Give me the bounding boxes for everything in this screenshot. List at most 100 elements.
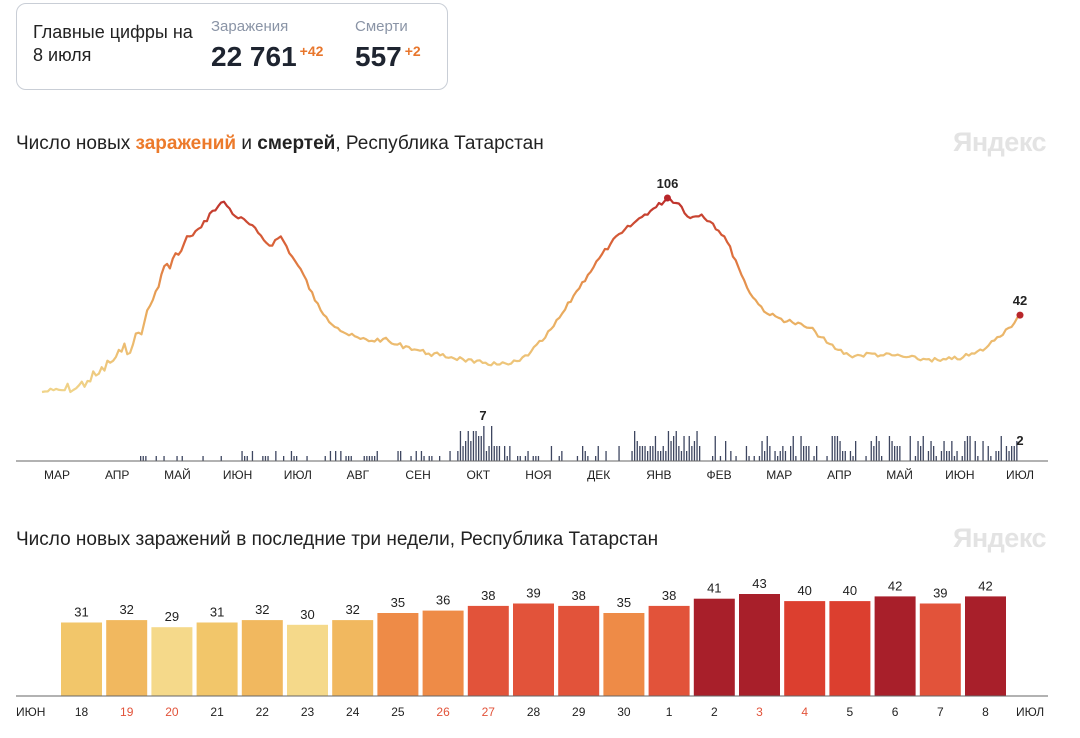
deaths-bar (896, 446, 898, 461)
deaths-bar (951, 441, 953, 461)
deaths-bar (345, 456, 347, 461)
deaths-bar (296, 456, 298, 461)
bar-month-start: ИЮН (16, 705, 45, 719)
deaths-bar (816, 446, 818, 461)
bar (287, 624, 328, 696)
deaths-bar (831, 436, 833, 461)
deaths-bar (753, 456, 755, 461)
deaths-bar (176, 456, 178, 461)
deaths-bar (714, 436, 716, 461)
bar-category-label: 24 (346, 705, 360, 719)
bar-value-label: 32 (345, 602, 359, 617)
deaths-bar (948, 451, 950, 461)
deaths-bar (777, 456, 779, 461)
cases-label: Заражения (211, 18, 289, 35)
month-tick-label: ИЮН (223, 468, 252, 482)
deaths-bar (181, 456, 183, 461)
deaths-bar (865, 456, 867, 461)
deaths-bar (956, 451, 958, 461)
deaths-bar (264, 456, 267, 461)
deaths-bar (888, 436, 891, 461)
deaths-bar (943, 441, 945, 461)
deaths-bar (673, 436, 675, 461)
deaths-bar (340, 451, 342, 461)
deaths-bar (576, 456, 579, 461)
deaths-bar (647, 451, 649, 461)
deaths-bar (730, 451, 732, 461)
month-tick-label: ИЮЛ (1006, 468, 1034, 482)
deaths-bar (519, 456, 521, 461)
bar (965, 596, 1006, 696)
deaths-bar (558, 456, 560, 461)
month-tick-label: ИЮЛ (284, 468, 312, 482)
month-tick-label: АВГ (347, 468, 370, 482)
bar-category-label: 22 (256, 705, 270, 719)
bar-value-label: 35 (617, 595, 631, 610)
deaths-bar (561, 451, 563, 461)
deaths-bar (582, 446, 584, 461)
deaths-bar (163, 456, 165, 461)
deaths-bar (275, 451, 277, 461)
deaths-bar (283, 456, 285, 461)
deaths-bar (813, 456, 815, 461)
deaths-bar (855, 441, 857, 461)
deaths-bar (795, 456, 797, 461)
deaths-bar (246, 456, 248, 461)
month-tick-label: МАЙ (886, 467, 913, 482)
deaths-bar (329, 451, 332, 461)
cases-metric: Заражения 22 761 +42 (211, 18, 323, 73)
month-tick-label: ФЕВ (707, 468, 732, 482)
deaths-bar (725, 441, 727, 461)
bar-category-label: 2 (711, 705, 718, 719)
month-tick-label: МАЙ (164, 467, 191, 482)
bar-value-label: 38 (571, 588, 585, 603)
deaths-bar (712, 456, 714, 461)
deaths-bar (145, 456, 147, 461)
bar-category-label: 5 (847, 705, 854, 719)
deaths-bar (803, 446, 805, 461)
deaths-bar (748, 456, 750, 461)
deaths-bar (875, 436, 878, 461)
deaths-bar (535, 456, 537, 461)
deaths-bar (348, 456, 350, 461)
deaths-bar (917, 441, 919, 461)
bar (558, 605, 600, 696)
summary-card: Главные цифры на 8 июля Заражения 22 761… (16, 3, 448, 90)
deaths-bar (849, 451, 852, 461)
deaths-bar (779, 451, 781, 461)
deaths-bar (483, 426, 485, 461)
bar-value-label: 31 (74, 605, 88, 620)
deaths-bar (834, 436, 836, 461)
deaths-bar (842, 451, 844, 461)
deaths-delta: +2 (404, 43, 421, 59)
month-tick-label: ОКТ (466, 468, 490, 482)
main-chart-title-deaths: смертей (257, 133, 336, 154)
deaths-bar (537, 456, 540, 461)
deaths-last-label: 2 (1016, 433, 1023, 448)
deaths-bar (465, 441, 467, 461)
bar-value-label: 39 (526, 586, 540, 601)
deaths-bar (930, 441, 932, 461)
deaths-bar (657, 451, 659, 461)
deaths-bar (990, 456, 992, 461)
main-chart-title-prefix: Число новых (16, 133, 136, 154)
bar-category-label: 20 (165, 705, 179, 719)
deaths-bar (641, 446, 644, 461)
deaths-bar (634, 431, 636, 461)
deaths-bar (662, 446, 664, 461)
bar-category-label: 25 (391, 705, 405, 719)
deaths-bar (368, 456, 371, 461)
deaths-bar (961, 456, 963, 461)
bar-month-end: ИЮЛ (1016, 705, 1044, 719)
yandex-logo-2: Яндекс (952, 523, 1047, 553)
bar (874, 596, 916, 696)
deaths-bar (202, 456, 204, 461)
deaths-bar (987, 446, 989, 461)
deaths-bar (431, 456, 433, 461)
deaths-bar (914, 456, 917, 461)
deaths-bar (517, 456, 519, 461)
month-tick-label: СЕН (405, 468, 430, 482)
bar-category-label: 3 (756, 705, 763, 719)
deaths-bar (826, 456, 828, 461)
deaths-bar (467, 431, 469, 461)
